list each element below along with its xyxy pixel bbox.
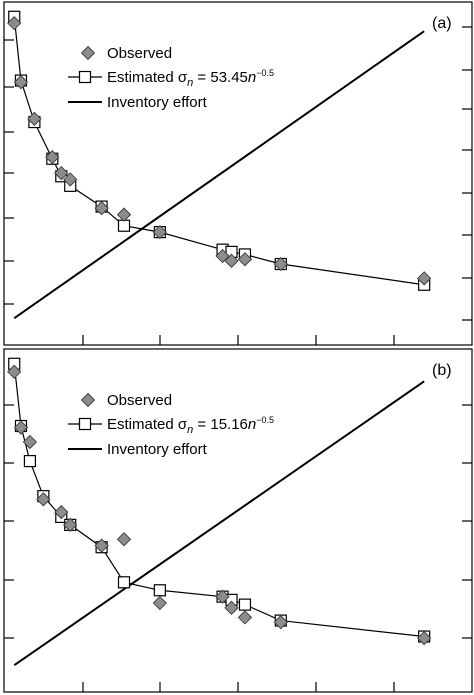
observed-point [417,630,432,646]
observed-point [273,615,288,630]
estimated-point [23,454,37,468]
legend: Observed Estimated σn = 53.45n−0.5 Invento… [68,45,274,111]
observed-point [27,111,42,127]
observed-point [36,492,51,507]
observed-point [116,207,132,222]
observed-point [45,150,60,165]
estimated-point [117,219,131,232]
legend-observed-label: Observed [107,392,172,409]
observed-point [417,271,432,286]
panel-label: (a) [432,15,452,32]
observed-point [237,252,253,267]
observed-point [215,589,230,604]
estimated-point [153,584,166,597]
observed-point [273,256,288,272]
observed-point [152,595,167,611]
observed-point [13,75,29,90]
legend-estimated-symbol [78,417,92,431]
estimated-point [238,598,252,611]
observed-point [215,248,230,264]
observed-point [224,600,239,615]
legend-estimated-label: Estimated σn = 53.45n−0.5 [107,68,274,89]
observed-point [237,610,253,625]
chart-panel-a: (a) Observed Estimated σn = 53.45n−0.5 Inve… [3,1,473,346]
panel-label: (b) [432,362,452,379]
observed-point [224,253,239,268]
observed-point [22,434,38,450]
observed-point [54,165,69,181]
inventory-effort-line [13,30,425,320]
plot-frame [3,1,473,346]
legend-observed-symbol [80,392,96,408]
legend-observed-label: Observed [107,45,172,62]
observed-point [13,420,29,435]
legend-estimated-symbol [78,70,92,84]
legend: Observed Estimated σn = 15.16n−0.5 Invento… [68,392,274,458]
observed-point [63,172,78,187]
observed-point [94,538,109,553]
legend-estimated-label: Estimated σn = 15.16n−0.5 [107,415,274,436]
observed-point [116,532,132,547]
observed-point [7,364,22,379]
inventory-effort-line [13,380,425,667]
estimated-point [117,576,131,589]
legend-effort-label: Inventory effort [107,94,208,111]
legend-observed-symbol [80,45,96,61]
observed-point [152,224,167,240]
chart-panel-b: (b) Observed Estimated σn = 15.16n−0.5 Inve… [3,348,473,693]
observed-point [63,517,78,533]
observed-point [94,201,109,216]
observed-point [7,16,22,31]
observed-point [54,504,69,520]
legend-effort-label: Inventory effort [107,441,208,458]
